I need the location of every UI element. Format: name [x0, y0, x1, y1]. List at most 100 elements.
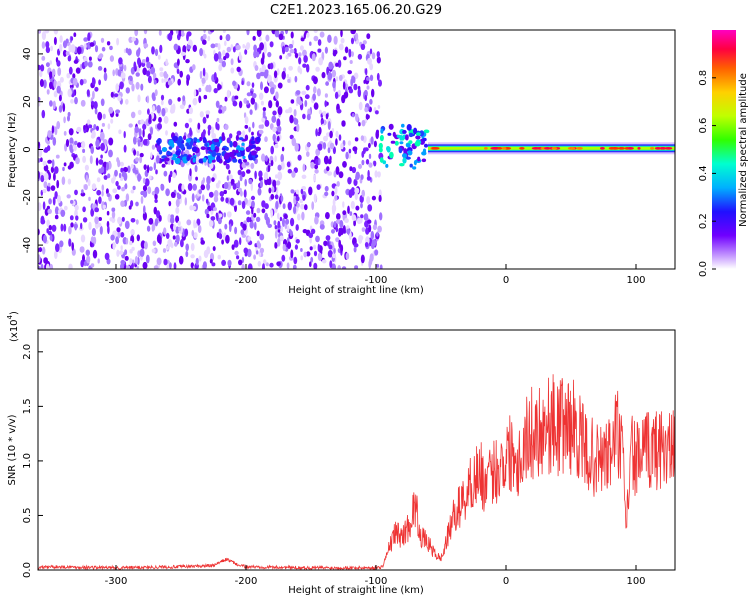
heatmap-cell	[335, 219, 341, 225]
heatmap-cell	[161, 147, 168, 152]
heatmap-cell	[38, 247, 43, 253]
heatmap-cell	[202, 177, 205, 184]
heatmap-cell	[75, 157, 80, 165]
heatmap-cell	[291, 137, 297, 147]
heatmap-cell	[75, 67, 81, 74]
heatmap-cell	[285, 54, 289, 60]
heatmap-cell	[134, 255, 138, 265]
heatmap-cell	[112, 69, 115, 77]
heatmap-cell	[313, 30, 318, 34]
heatmap-cell	[68, 238, 72, 247]
heatmap-cell	[94, 107, 98, 115]
heatmap-cell	[134, 126, 139, 134]
heatmap-cell	[342, 201, 345, 208]
heatmap-cell	[46, 89, 50, 95]
heatmap-cell	[53, 172, 56, 181]
heatmap-cell	[117, 95, 122, 102]
heatmap-cell	[218, 228, 222, 234]
heatmap-cell	[358, 101, 363, 111]
heatmap-cell	[63, 205, 68, 211]
heatmap-cell	[227, 259, 232, 267]
heatmap-cell	[163, 71, 168, 79]
heatmap-cell	[221, 147, 226, 151]
heatmap-cell	[281, 70, 286, 80]
heatmap-cell	[111, 211, 116, 219]
heatmap-cell	[324, 46, 328, 54]
heatmap-cell	[125, 47, 129, 54]
heatmap-cell	[153, 265, 159, 269]
heatmap-cell	[157, 54, 161, 60]
spectrogram-y-label: Frequency (Hz)	[7, 112, 18, 188]
snr-series-line	[38, 374, 675, 570]
heatmap-cell	[325, 235, 331, 241]
snr-frame	[37, 329, 676, 571]
heatmap-cell	[422, 137, 427, 142]
heatmap-cell	[203, 30, 206, 33]
heatmap-cell	[114, 169, 118, 177]
heatmap-cell	[97, 258, 100, 264]
heatmap-cell	[197, 122, 201, 130]
heatmap-cell	[192, 44, 197, 53]
heatmap-cell	[401, 123, 405, 128]
heatmap-cell	[351, 30, 357, 34]
heatmap-cell	[340, 143, 344, 150]
heatmap-cell	[124, 183, 128, 190]
heatmap-cell	[213, 207, 217, 212]
heatmap-cell	[53, 90, 58, 98]
heatmap-cell	[269, 41, 274, 48]
heatmap-cell	[173, 224, 177, 231]
heatmap-cell	[264, 213, 268, 221]
heatmap-cell	[261, 200, 266, 208]
heatmap-cell	[51, 159, 55, 168]
heatmap-cell	[264, 69, 269, 75]
heatmap-cell	[259, 42, 264, 51]
heatmap-cell	[294, 75, 298, 83]
heatmap-cell	[255, 216, 261, 222]
heatmap-cell	[199, 136, 203, 142]
heatmap-cell	[153, 79, 157, 85]
heatmap-cell	[45, 263, 50, 269]
heatmap-cell	[265, 34, 270, 42]
heatmap-cell	[187, 144, 193, 148]
heatmap-cell	[70, 222, 74, 228]
colorbar-tick-label: 0.0	[698, 261, 709, 277]
heatmap-cell	[336, 181, 340, 187]
heatmap-cell	[317, 143, 323, 151]
heatmap-cell	[198, 95, 202, 104]
heatmap-cell	[360, 174, 364, 180]
heatmap-cell	[335, 166, 340, 175]
heatmap-cell	[56, 121, 61, 130]
heatmap-cell	[186, 44, 192, 50]
heatmap-cell	[54, 191, 58, 200]
heatmap-cell	[167, 80, 173, 86]
heatmap-cell	[256, 136, 261, 143]
heatmap-cell	[120, 200, 125, 207]
heatmap-cell	[245, 161, 250, 166]
heatmap-cell	[82, 78, 87, 84]
heatmap-cell	[360, 202, 363, 209]
heatmap-cell	[339, 220, 344, 229]
heatmap-cell	[273, 220, 277, 226]
heatmap-cell	[328, 244, 333, 250]
heatmap-cell	[228, 169, 231, 175]
heatmap-cell	[232, 46, 236, 53]
heatmap-cell	[217, 213, 223, 218]
heatmap-cell	[368, 260, 372, 269]
heatmap-cell	[366, 76, 370, 81]
heatmap-cell	[249, 109, 253, 115]
heatmap-cell	[324, 191, 329, 197]
heatmap-cell	[180, 239, 184, 248]
heatmap-cell	[234, 250, 239, 256]
heatmap-cell	[193, 137, 198, 142]
heatmap-cell	[319, 224, 325, 230]
heatmap-cell	[276, 261, 281, 267]
heatmap-cell	[226, 46, 232, 53]
heatmap-cell	[115, 236, 119, 245]
heatmap-cell	[166, 151, 171, 156]
heatmap-cell	[347, 205, 350, 214]
heatmap-cell	[272, 126, 277, 133]
heatmap-cell	[119, 161, 124, 167]
heatmap-cell	[273, 70, 278, 79]
heatmap-cell	[348, 148, 352, 154]
heatmap-cell	[161, 107, 166, 117]
